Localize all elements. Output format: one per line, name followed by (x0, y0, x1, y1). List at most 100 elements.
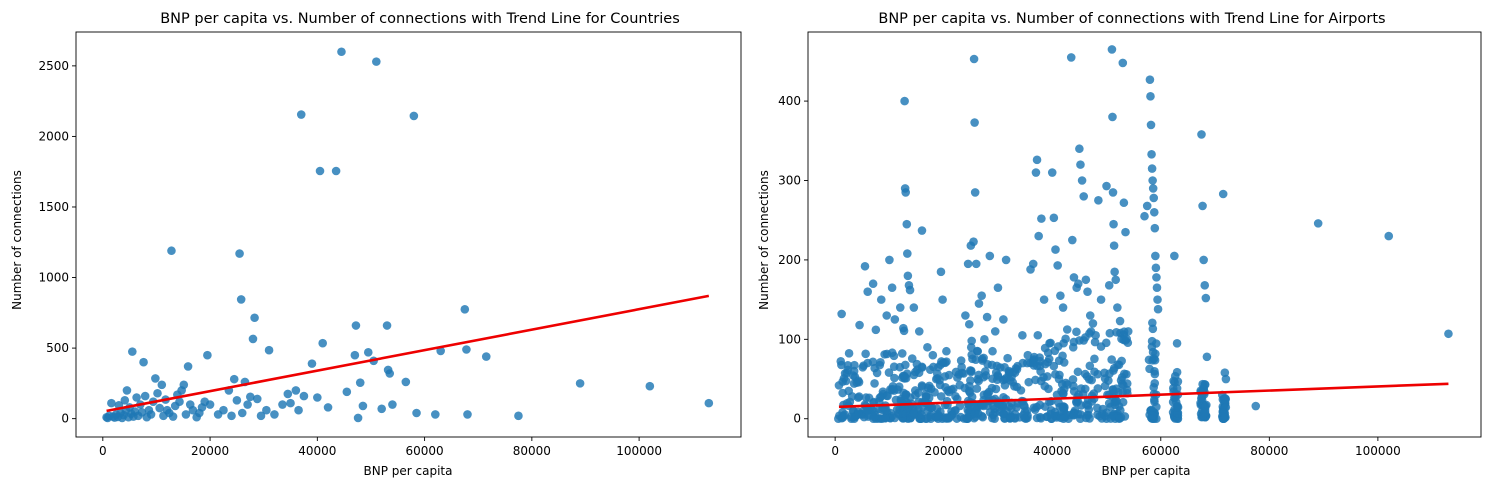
airports-data-point (1115, 316, 1125, 326)
airports-data-point (1098, 404, 1108, 414)
airports-data-point (890, 315, 900, 324)
airports-data-point (1121, 227, 1130, 237)
airports-data-point (900, 371, 909, 381)
airports-data-point (870, 379, 879, 388)
airports-y-tick-label: 100 (778, 332, 801, 346)
airports-data-point (1049, 361, 1059, 371)
airports-data-point (970, 188, 980, 197)
countries-data-point (388, 400, 397, 409)
airports-data-point (1151, 263, 1161, 273)
airports-data-point (885, 255, 894, 265)
airports-data-point (910, 390, 920, 400)
airports-data-point (1251, 401, 1261, 411)
airports-data-point (1151, 251, 1160, 261)
countries-y-tick-label: 500 (46, 341, 69, 355)
airports-data-point (849, 366, 859, 376)
airports-data-point (1142, 201, 1152, 211)
airports-data-point (1061, 334, 1070, 344)
airports-data-point (869, 412, 879, 422)
airports-data-point (1170, 251, 1179, 261)
countries-data-point (431, 410, 440, 419)
airports-data-point (1007, 403, 1016, 413)
countries-data-point (286, 398, 295, 408)
airports-data-point (1198, 379, 1207, 389)
airports-data-point (1201, 293, 1211, 303)
countries-trend-line (106, 294, 710, 413)
airports-data-point (956, 356, 966, 365)
airports-data-point (861, 349, 870, 359)
airports-data-point (1202, 352, 1212, 362)
airports-data-point (917, 382, 927, 391)
airports-data-point (1198, 201, 1207, 211)
airports-data-point (899, 323, 908, 333)
airports-data-point (1107, 355, 1116, 364)
airports-data-point (1221, 402, 1231, 412)
airports-data-point (890, 373, 899, 383)
airports-data-point (1034, 231, 1043, 241)
airports-data-point (1050, 346, 1060, 356)
countries-panel: BNP per capita vs. Number of connections… (10, 11, 742, 478)
airports-data-point (1053, 261, 1062, 270)
airports-data-point (853, 376, 863, 386)
countries-data-point (155, 403, 164, 413)
airports-data-point (982, 312, 992, 322)
countries-data-point (337, 47, 346, 57)
countries-data-point (250, 313, 259, 323)
airports-data-point (1148, 176, 1157, 185)
countries-y-tick-label: 0 (61, 412, 69, 426)
airports-data-point (1149, 207, 1159, 217)
airports-plot-frame (807, 31, 1482, 438)
airports-data-point (863, 287, 873, 296)
countries-data-point (153, 388, 162, 398)
airports-data-point (985, 251, 995, 261)
airports-data-point (1073, 409, 1083, 419)
airports-data-point (1000, 381, 1010, 390)
countries-x-tick-label: 80000 (513, 444, 551, 458)
airports-y-tick-label: 300 (778, 174, 801, 188)
airports-data-point (1104, 399, 1114, 408)
airports-data-point (1118, 58, 1128, 68)
countries-data-point (179, 380, 189, 390)
airports-data-point (1035, 361, 1045, 371)
countries-data-point (353, 413, 363, 423)
countries-data-point (227, 411, 236, 421)
airports-data-point (1049, 213, 1059, 223)
airports-data-point (1152, 283, 1162, 293)
airports-data-point (889, 362, 899, 371)
airports-data-point (1150, 369, 1160, 379)
airports-x-tick-label: 20000 (925, 444, 963, 458)
airports-data-point (991, 384, 1001, 394)
airports-data-point (1003, 353, 1012, 363)
countries-data-point (351, 321, 361, 330)
countries-data-point (168, 412, 178, 421)
countries-x-tick-label: 40000 (298, 444, 336, 458)
airports-data-point (1054, 356, 1064, 365)
airports-data-point (993, 283, 1003, 293)
airports-data-point (978, 400, 987, 410)
countries-data-point (481, 352, 491, 361)
countries-data-point (460, 304, 470, 314)
airports-data-point (903, 271, 913, 281)
airports-data-point (1085, 311, 1095, 320)
countries-data-point (318, 338, 327, 348)
airports-data-point (1108, 188, 1118, 197)
airports-data-point (1097, 414, 1107, 423)
airports-data-point (905, 285, 915, 295)
countries-data-point (243, 400, 252, 409)
airports-data-point (1221, 374, 1231, 384)
airports-data-point (868, 357, 878, 367)
airports-data-point (1172, 402, 1182, 412)
countries-data-point (313, 393, 322, 402)
airports-data-point (1033, 330, 1043, 340)
airports-data-point (936, 267, 946, 277)
airports-data-point (1039, 295, 1049, 304)
airports-data-point (1149, 354, 1159, 363)
airports-data-point (1107, 45, 1117, 54)
airports-data-point (1090, 337, 1100, 347)
airports-data-point (837, 360, 846, 370)
airports-data-point (1094, 196, 1103, 205)
airports-data-point (1119, 335, 1128, 345)
airports-data-point (964, 319, 974, 329)
countries-data-point (122, 386, 132, 395)
countries-data-point (514, 411, 523, 421)
